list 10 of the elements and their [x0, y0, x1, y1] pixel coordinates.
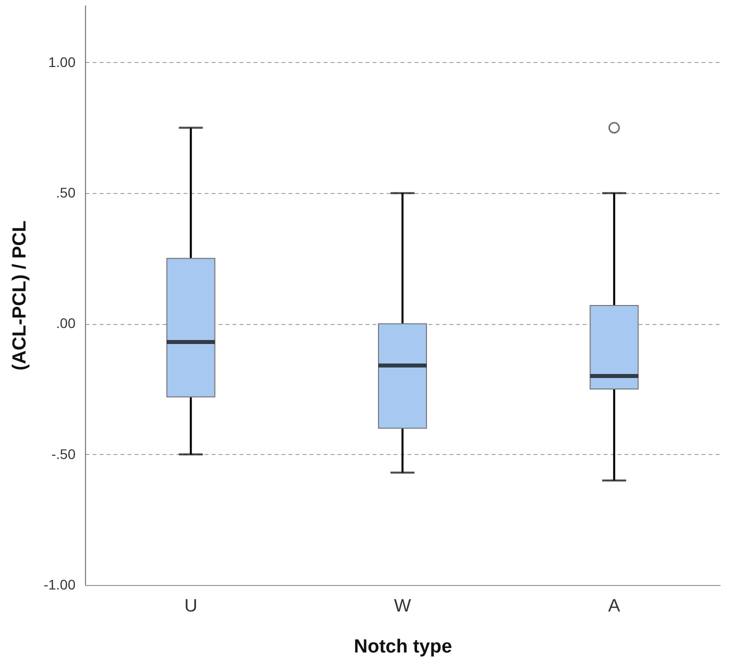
x-tick-label: W — [394, 596, 411, 616]
y-tick-label: .00 — [56, 315, 76, 332]
x-tick-label: A — [608, 596, 620, 616]
y-axis-title: (ACL-PCL) / PCL — [10, 220, 31, 370]
y-tick-label: -.50 — [51, 446, 76, 462]
y-tick-label: 1.00 — [48, 54, 76, 70]
y-tick-label: -1.00 — [44, 576, 76, 592]
x-tick-label: U — [184, 596, 198, 616]
y-tick-label: .50 — [56, 184, 76, 201]
x-axis-title: Notch type — [354, 636, 452, 658]
